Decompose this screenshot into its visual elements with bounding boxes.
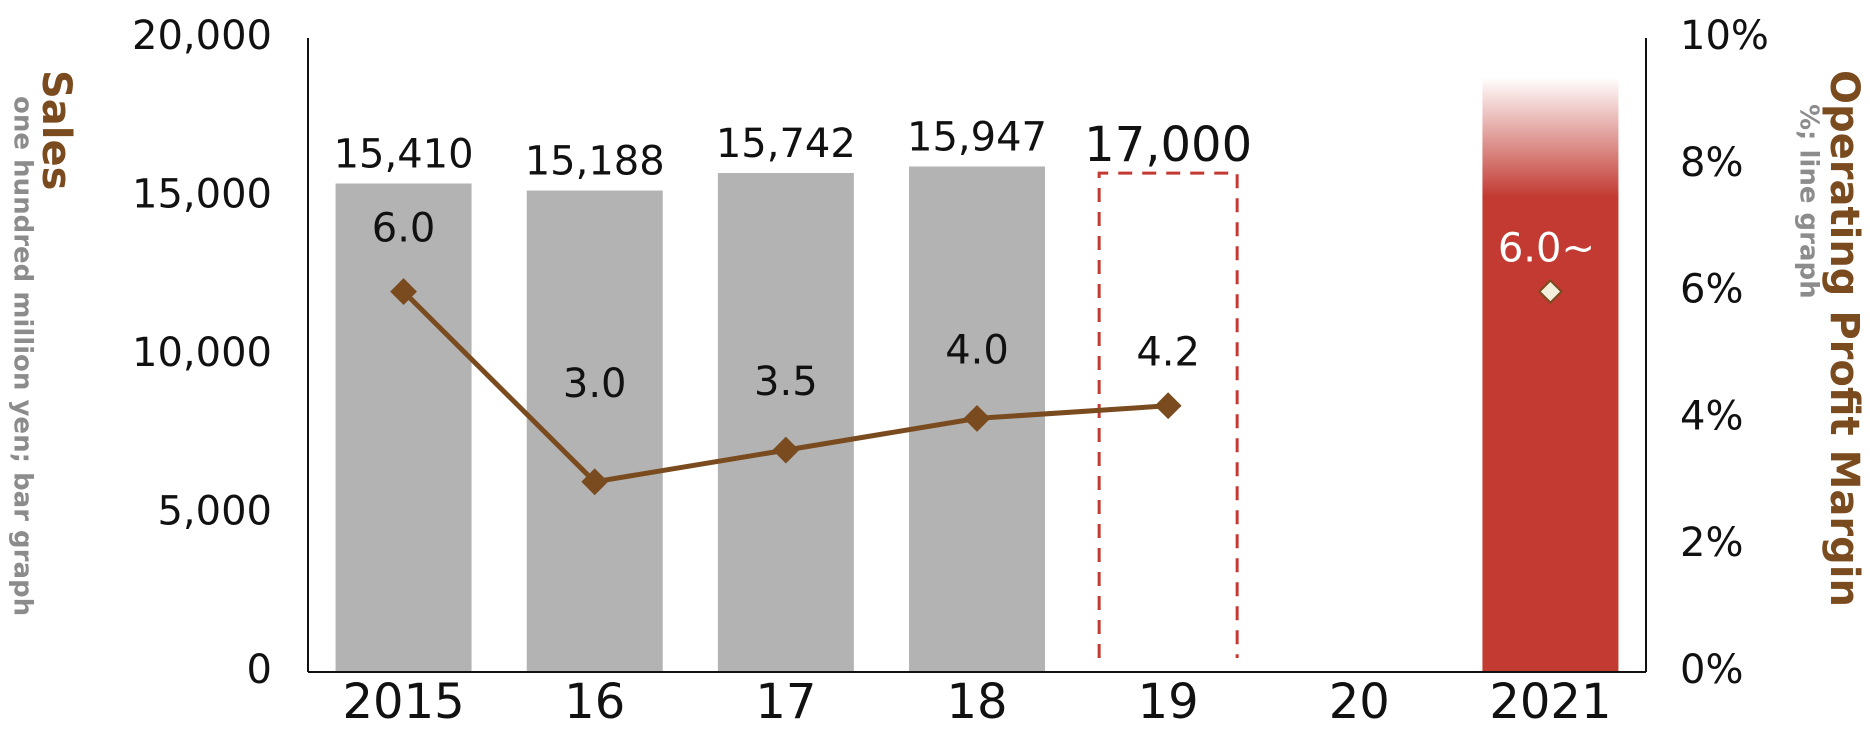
x-tick-label: 19 — [1138, 674, 1199, 730]
margin-marker-18 — [963, 404, 991, 432]
margin-line — [390, 278, 1563, 496]
left-tick-label: 0 — [247, 647, 272, 693]
bar-2021 — [1482, 77, 1619, 672]
right-tick-label: 8% — [1680, 140, 1743, 186]
right-tick-label: 4% — [1680, 393, 1743, 439]
right-axis-title: Operating Profit Margin — [1821, 70, 1867, 607]
bar-label-17: 15,742 — [716, 121, 856, 167]
right-tick-label: 10% — [1680, 13, 1769, 59]
margin-marker-2015 — [390, 278, 417, 306]
bar-17 — [717, 172, 854, 672]
bar-label-2015: 15,410 — [334, 132, 474, 178]
right-tick-label: 0% — [1680, 647, 1743, 693]
left-tick-label: 5,000 — [157, 489, 272, 535]
margin-label-18: 4.0 — [945, 327, 1009, 373]
left-axis-title: Sales — [33, 70, 79, 190]
sales-data-labels: 15,410 15,188 15,742 15,947 — [334, 114, 1047, 184]
x-tick-label: 20 — [1329, 674, 1390, 730]
x-tick-label: 16 — [564, 674, 625, 730]
margin-marker-16 — [581, 468, 609, 496]
sales-forecast: 17,000 — [1084, 117, 1252, 658]
left-axis-subtitle: one hundred million yen; bar graph — [8, 96, 38, 616]
margin-marker-17 — [772, 436, 800, 464]
x-tick-label: 2015 — [342, 674, 464, 730]
bar-2015 — [335, 183, 472, 673]
x-tick-label: 2021 — [1489, 674, 1611, 730]
forecast-label-19: 17,000 — [1084, 117, 1252, 173]
bar-label-18: 15,947 — [907, 114, 1047, 160]
forecast-bar-19 — [1097, 171, 1239, 658]
margin-marker-19 — [1154, 392, 1182, 420]
sales-bars — [335, 77, 1619, 673]
x-tick-label: 17 — [755, 674, 816, 730]
x-tick-label: 18 — [946, 674, 1007, 730]
left-axis-ticks: 0 5,000 10,000 15,000 20,000 — [132, 13, 272, 693]
bar-fade-2021 — [1482, 77, 1619, 198]
left-tick-label: 15,000 — [132, 172, 272, 218]
bar-16 — [526, 190, 663, 672]
margin-marker-2021 — [1538, 279, 1563, 305]
right-tick-label: 2% — [1680, 520, 1743, 566]
left-tick-label: 10,000 — [132, 330, 272, 376]
margin-label-16: 3.0 — [563, 361, 627, 407]
right-axis-ticks: 0% 2% 4% 6% 8% 10% — [1680, 13, 1769, 693]
margin-label-2021: 6.0~ — [1498, 226, 1595, 272]
margin-data-labels: 6.0 3.0 3.5 4.0 4.2 6.0~ — [372, 206, 1595, 407]
right-axis-subtitle: %; line graph — [1794, 104, 1824, 299]
bar-solid-2021 — [1482, 196, 1619, 672]
bar-label-16: 15,188 — [525, 139, 665, 185]
margin-label-2015: 6.0 — [372, 206, 436, 252]
margin-label-17: 3.5 — [754, 359, 818, 405]
left-tick-label: 20,000 — [132, 13, 272, 59]
margin-label-19: 4.2 — [1136, 330, 1200, 376]
right-tick-label: 6% — [1680, 267, 1743, 313]
x-axis-ticks: 2015 16 17 18 19 20 2021 — [342, 674, 1611, 730]
